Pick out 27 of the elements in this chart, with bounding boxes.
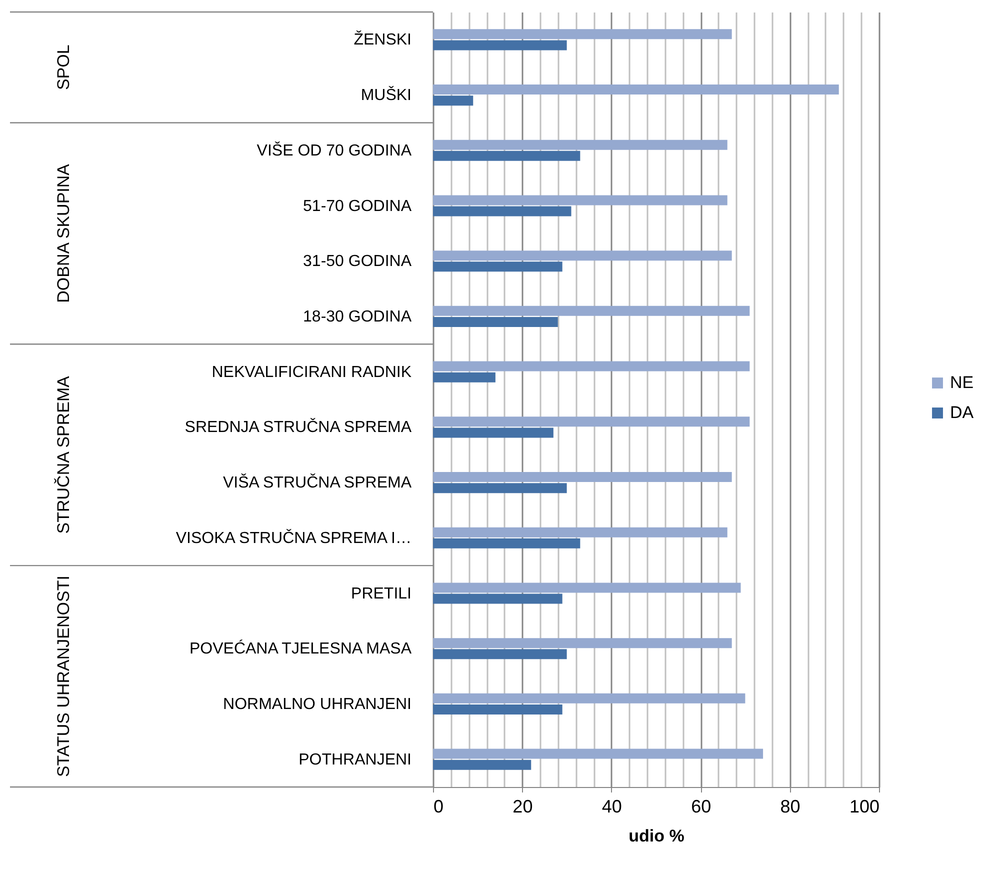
x-tick-label: 100 xyxy=(849,796,880,816)
y-tick-label: VIŠE OD 70 GODINA xyxy=(256,141,412,160)
y-tick-label: 18-30 GODINA xyxy=(303,308,412,326)
x-tick-label: 80 xyxy=(780,796,800,816)
y-tick-label: ŽENSKI xyxy=(354,30,412,49)
text: STRUČNA SPREMA xyxy=(54,375,73,534)
y-tick-label: POTHRANJENI xyxy=(298,751,412,768)
text: STATUS UHRANJENOSTI xyxy=(54,576,73,778)
y-tick-label: VIŠA STRUČNA SPREMA xyxy=(223,474,412,492)
y-tick-label: SREDNJA STRUČNA SPREMA xyxy=(184,418,412,436)
x-tick-label: 60 xyxy=(691,796,712,816)
y-tick-label: 31-50 GODINA xyxy=(303,253,412,270)
y-tick-label: NEKVALIFICIRANI RADNIK xyxy=(212,364,412,381)
text: DOBNA SKUPINA xyxy=(54,163,73,303)
legend-label: DA xyxy=(950,403,974,422)
x-tick-label: 20 xyxy=(512,796,533,816)
y-tick-label: PRETILI xyxy=(351,585,412,602)
y-tick-label: 51-70 GODINA xyxy=(303,198,412,215)
text: SPOL xyxy=(54,44,73,90)
legend-label: NE xyxy=(950,373,974,392)
y-tick-label: VISOKA STRUČNA SPREMA I… xyxy=(176,528,412,547)
x-tick-label: 0 xyxy=(434,796,444,816)
x-axis-title: udio % xyxy=(628,826,684,846)
y-tick-label: NORMALNO UHRANJENI xyxy=(223,696,412,713)
y-tick-label: MUŠKI xyxy=(360,86,412,104)
x-tick-label: 40 xyxy=(602,796,622,816)
y-tick-label: POVEĆANA TJELESNA MASA xyxy=(189,640,412,658)
